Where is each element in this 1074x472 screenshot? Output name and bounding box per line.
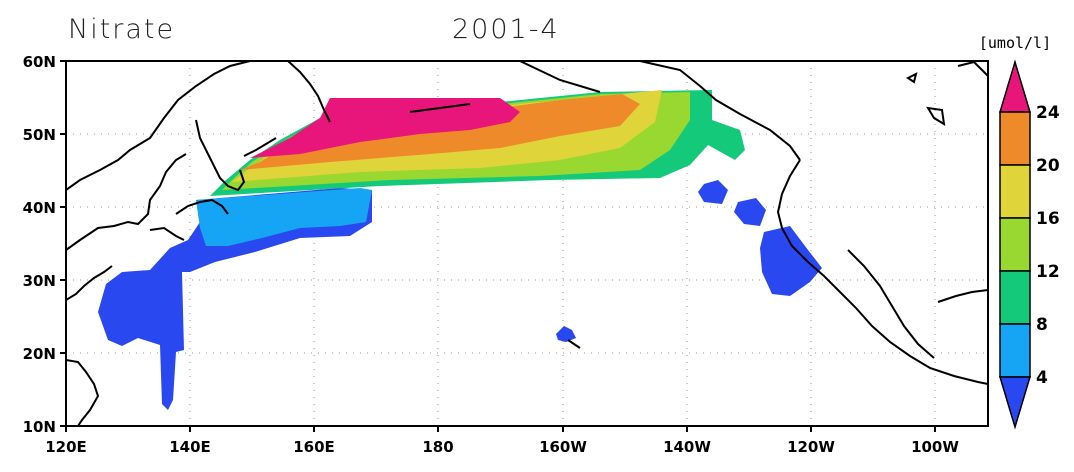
colorbar-tick-16: 16 (1036, 209, 1060, 229)
y-tick-30n: 30N (23, 272, 56, 290)
colorbar: [umol/l] 4 8 12 16 20 24 (979, 34, 1060, 430)
nitrate-shading (98, 90, 822, 410)
x-tick-120e: 120E (45, 438, 87, 456)
colorbar-tick-4: 4 (1036, 368, 1048, 388)
x-tick-160e: 160E (293, 438, 335, 456)
date-title: 2001-4 (452, 14, 560, 45)
x-tick-140w: 140W (663, 438, 711, 456)
colorbar-tick-12: 12 (1036, 262, 1060, 282)
y-tick-10n: 10N (23, 418, 56, 436)
plot-frame (65, 60, 989, 427)
x-tick-180: 180 (422, 438, 453, 456)
colorbar-tick-8: 8 (1036, 315, 1048, 335)
colorbar-tick-20: 20 (1036, 156, 1060, 176)
y-tick-20n: 20N (23, 345, 56, 363)
colorbar-swatch-top (998, 59, 1032, 113)
y-tick-60n: 60N (23, 53, 56, 71)
colorbar-swatch-4-8 (999, 323, 1031, 378)
colorbar-swatch-16-20 (999, 164, 1031, 219)
x-tick-160w: 160W (539, 438, 587, 456)
y-axis-ticks (60, 60, 66, 427)
x-tick-140e: 140E (169, 438, 211, 456)
colorbar-tick-24: 24 (1036, 103, 1060, 123)
colorbar-swatch-bottom (998, 376, 1032, 430)
variable-title: Nitrate (68, 14, 176, 45)
coastlines (66, 61, 988, 426)
x-tick-100w: 100W (911, 438, 959, 456)
x-tick-120w: 120W (787, 438, 835, 456)
colorbar-swatch-12-16 (999, 217, 1031, 272)
colorbar-units: [umol/l] (979, 34, 1051, 52)
colorbar-swatch-8-12 (999, 270, 1031, 325)
y-tick-50n: 50N (23, 126, 56, 144)
colorbar-swatch-20-24 (999, 111, 1031, 166)
y-tick-40n: 40N (23, 199, 56, 217)
